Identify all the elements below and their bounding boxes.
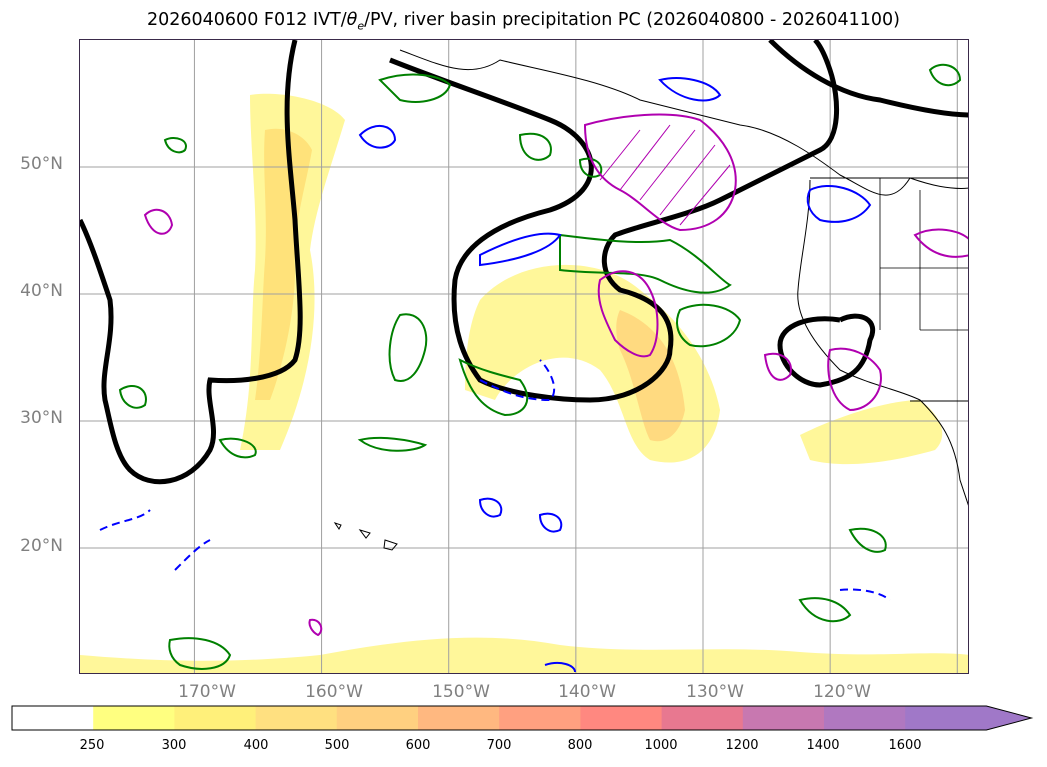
precip-pc-region-central xyxy=(597,270,659,358)
colorbar-segment xyxy=(418,706,500,730)
pv-contours-blue xyxy=(358,77,872,673)
colorbar-tick-1200: 1200 xyxy=(725,738,759,753)
precip-pc-region-far-east xyxy=(913,228,968,258)
colorbar-segment xyxy=(93,706,175,730)
ivt-band-south xyxy=(80,637,968,673)
ivt-plume-central xyxy=(465,264,720,463)
colorbar-segment xyxy=(255,706,338,730)
colorbar-tick-600: 600 xyxy=(405,738,431,753)
theta-e-contour-northeast xyxy=(768,40,968,118)
colorbar-segment xyxy=(499,706,581,730)
colorbar-segment xyxy=(12,706,94,730)
colorbar-segment xyxy=(905,706,987,730)
coastline-west-us xyxy=(797,179,968,506)
ivt-plume-east xyxy=(800,400,943,465)
map-canvas xyxy=(80,40,968,673)
lat-label-40: 40°N xyxy=(20,281,63,301)
lon-label-160w: 160°W xyxy=(305,682,363,702)
precip-pc-region-east xyxy=(827,347,882,412)
theta-e-contour-central xyxy=(389,40,840,403)
lon-label-130w: 130°W xyxy=(686,682,744,702)
colorbar-segment xyxy=(336,706,419,730)
islands-hawaii xyxy=(333,522,398,551)
colorbar-tick-1400: 1400 xyxy=(806,738,840,753)
colorbar-tick-300: 300 xyxy=(161,738,187,753)
colorbar-tick-400: 400 xyxy=(243,738,269,753)
colorbar-extend-arrow xyxy=(986,706,1032,730)
colorbar-tick-700: 700 xyxy=(486,738,512,753)
map-panel xyxy=(79,39,969,674)
precip-pc-region-west xyxy=(143,208,174,235)
colorbar-tick-800: 800 xyxy=(567,738,593,753)
map-title: 2026040600 F012 IVT/θe/PV, river basin p… xyxy=(146,10,901,33)
precip-pc-region-north xyxy=(583,113,737,232)
colorbar-tick-1000: 1000 xyxy=(644,738,678,753)
colorbar-outline xyxy=(11,705,1034,731)
colorbar-segment xyxy=(661,706,744,730)
colorbar-segment xyxy=(580,706,663,730)
ivt-plume-central-core xyxy=(616,310,685,442)
lon-label-170w: 170°W xyxy=(178,682,236,702)
lat-label-30: 30°N xyxy=(20,408,63,428)
theta-e-contours xyxy=(80,40,968,485)
pv-contours-green xyxy=(118,63,962,670)
state-borders xyxy=(879,178,968,331)
lon-label-120w: 120°W xyxy=(813,682,871,702)
colorbar-tick-500: 500 xyxy=(324,738,350,753)
coastline-alaska xyxy=(399,49,968,196)
precip-pc-hatch xyxy=(599,124,731,226)
colorbar-segment xyxy=(174,706,257,730)
lat-label-50: 50°N xyxy=(20,154,63,174)
colorbar-segment xyxy=(824,706,906,730)
graticule xyxy=(80,40,968,673)
lat-label-20: 20°N xyxy=(20,536,63,556)
pv-contours-blue-dashed xyxy=(99,359,891,601)
lon-label-140w: 140°W xyxy=(558,682,616,702)
ivt-plume-west-core xyxy=(255,128,312,400)
ivt-shading xyxy=(80,93,968,673)
precip-pc-contours xyxy=(143,113,968,637)
colorbar-tick-250: 250 xyxy=(79,738,105,753)
theta-e-contour-west xyxy=(80,40,303,485)
ivt-colorbar xyxy=(11,705,1034,731)
colorbar-segment xyxy=(742,706,825,730)
coastlines xyxy=(333,49,968,551)
colorbar-tick-1600: 1600 xyxy=(888,738,922,753)
lon-label-150w: 150°W xyxy=(432,682,490,702)
theta-e-contour-east xyxy=(777,313,876,388)
